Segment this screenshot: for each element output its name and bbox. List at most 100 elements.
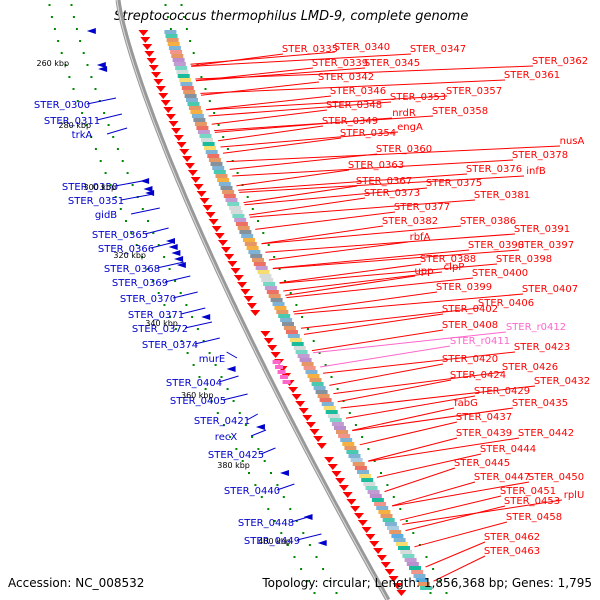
leader-line-plus: [272, 249, 470, 269]
gc-block: [250, 254, 263, 258]
gene-label-plus: STER_0390: [468, 240, 524, 251]
leader-line-plus: [226, 145, 561, 163]
gc-block: [402, 554, 415, 558]
plus-strand-arrow: [148, 65, 159, 71]
gc-block: [230, 210, 243, 214]
leader-line-minus: [86, 97, 117, 105]
tick-dot: [147, 220, 149, 222]
tick-dot: [270, 472, 272, 474]
tick-dot: [53, 28, 56, 30]
tick-dot: [412, 532, 415, 534]
tick-dot: [295, 304, 298, 306]
gene-label-plus: STER_0424: [450, 370, 506, 381]
gc-block: [307, 374, 320, 378]
plus-strand-arrow: [324, 457, 335, 463]
leader-line-plus: [303, 313, 444, 335]
leader-line-plus: [352, 407, 514, 432]
gc-block: [261, 278, 274, 282]
plus-strand-arrow: [396, 590, 407, 596]
plus-strand-arrow: [361, 527, 372, 533]
gc-block: [393, 538, 406, 542]
gc-block: [179, 78, 192, 82]
plus-strand-arrow: [369, 541, 380, 547]
leader-line-plus: [368, 437, 520, 462]
gene-label-plus: STER_0397: [518, 240, 574, 251]
gene-label-plus: clpP: [444, 262, 465, 273]
gene-label-plus: STER_r0411: [450, 336, 510, 347]
leader-line-plus: [340, 385, 536, 409]
tick-dot: [90, 76, 93, 78]
leader-line-minus: [114, 179, 148, 187]
minus-strand-arrow: [174, 256, 184, 262]
plus-strand-arrow: [350, 506, 361, 512]
tick-dot: [72, 88, 75, 90]
tick-dot: [213, 112, 216, 114]
gene-label-plus: STER_0400: [472, 268, 528, 279]
minus-strand-arrow: [86, 28, 96, 34]
leader-line-plus: [329, 363, 444, 386]
minus-strand-arrow: [168, 244, 178, 250]
plus-strand-arrow: [335, 478, 346, 484]
tick-dot: [289, 292, 292, 294]
leader-line-plus: [249, 199, 476, 218]
leader-line-plus: [279, 263, 498, 284]
tick-dot: [260, 496, 263, 498]
gene-label-plus: STER_0402: [442, 304, 498, 315]
tick-label: 380 kbp: [217, 461, 250, 470]
tick-dot: [157, 292, 160, 294]
gene-label-plus: STER_0340: [334, 42, 390, 53]
gene-arrows: [86, 28, 407, 596]
gc-block: [234, 218, 247, 222]
minus-strand-arrow: [226, 366, 236, 372]
tick-dot: [313, 592, 316, 594]
plus-strand-arrow: [140, 37, 151, 43]
gc-block: [172, 58, 185, 62]
gene-label-plus: STER_0398: [496, 254, 552, 265]
leader-line-minus: [164, 275, 191, 283]
tick-dot: [306, 328, 309, 330]
plus-strand-arrow: [305, 422, 316, 428]
leader-line-minus: [180, 307, 206, 315]
tick-dot: [186, 352, 189, 354]
plus-strand-arrow: [153, 79, 164, 85]
gene-label-plus: STER_0388: [420, 254, 476, 265]
tick-dot: [226, 388, 229, 390]
tick-dot: [185, 28, 188, 30]
gc-block: [187, 102, 200, 106]
leader-line-plus: [414, 521, 508, 548]
gc-block: [252, 258, 264, 262]
leader-line-minus: [296, 533, 322, 541]
gene-label-minus: trkA: [72, 130, 93, 141]
gene-label-plus: STER_0362: [532, 56, 588, 67]
gene-label-minus: gidB: [95, 210, 117, 221]
leader-line-minus: [144, 227, 169, 235]
leader-line-minus: [222, 393, 248, 401]
gc-block: [329, 418, 342, 422]
gene-label-plus: STER_0348: [326, 100, 382, 111]
tick-dot: [216, 412, 219, 414]
gene-label-minus: STER_0300: [34, 100, 90, 111]
backbone-ring: [115, 0, 391, 600]
gc-block: [175, 66, 188, 70]
leader-line-plus: [279, 263, 422, 284]
tick-dot: [361, 436, 364, 438]
gc-block: [346, 450, 359, 454]
tick-dot: [273, 520, 276, 522]
tick-dot: [244, 424, 247, 426]
gc-block: [248, 250, 261, 254]
gc-block: [190, 110, 203, 114]
tick-dot: [174, 280, 177, 282]
gc-block: [319, 398, 332, 402]
tick-dot: [392, 496, 395, 498]
plus-strand-arrow: [327, 464, 338, 470]
gene-label-plus: STER_0406: [478, 298, 534, 309]
gc-block: [246, 246, 259, 250]
gc-block: [196, 126, 209, 130]
gene-label-plus: STER_0349: [322, 116, 378, 127]
tick-dot: [50, 16, 53, 18]
gc-block: [285, 330, 298, 334]
leader-line-minus: [226, 351, 238, 359]
gc-block: [207, 154, 220, 158]
gc-block: [168, 46, 181, 50]
gene-label-plus: STER_0376: [466, 164, 522, 175]
